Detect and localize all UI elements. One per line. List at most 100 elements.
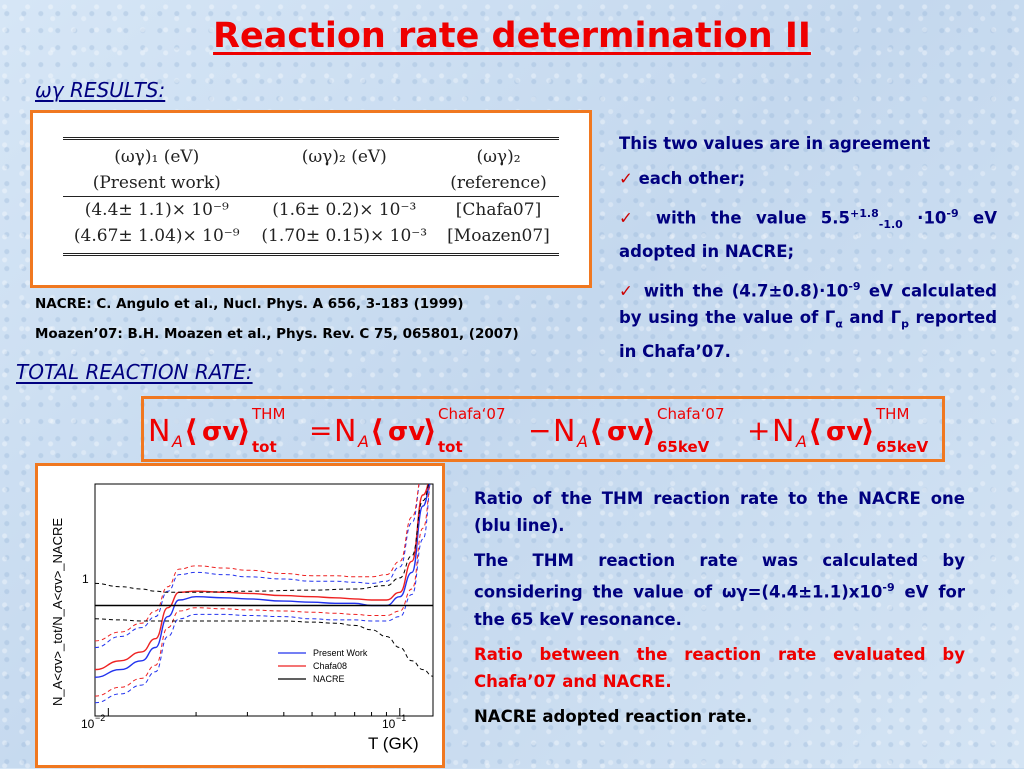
- wg-cell: (1.70± 0.15)× 10⁻³: [250, 223, 438, 256]
- wg-header-2: (ωγ)₂ (eV): [250, 137, 438, 170]
- formula-thm: THM: [251, 405, 285, 423]
- wg-subheader-2: [251, 170, 439, 197]
- series-line-chafa08: [95, 484, 429, 671]
- wg-header-3: (ωγ)₂: [438, 137, 559, 170]
- chart-xlabel: T (GK): [368, 734, 419, 753]
- series-line-chafa08-upper: [95, 484, 420, 642]
- formula-n: N: [553, 414, 575, 449]
- ratio-thm-text: Ratio of the THM reaction rate to the NA…: [474, 489, 965, 535]
- checkmark-icon: ✓: [619, 281, 636, 301]
- formula-bracket: ⟨: [808, 414, 822, 449]
- ratio-chafa-text: Ratio between the reaction rate evaluate…: [474, 644, 965, 691]
- formula-minus: −: [528, 414, 551, 447]
- formula-bracket: ⟩: [861, 414, 875, 449]
- formula-kev: 65keV: [657, 438, 710, 456]
- table-row: (4.67± 1.04)× 10⁻⁹ (1.70± 0.15)× 10⁻³ [M…: [63, 223, 559, 256]
- series-line-present-work: [95, 484, 430, 678]
- agreement-item-2-exp: -9: [946, 207, 959, 220]
- series-line-nacre-lower: [95, 618, 433, 677]
- wg-cell: (4.4± 1.1)× 10⁻⁹: [63, 196, 251, 223]
- formula-sv: σv: [607, 417, 644, 447]
- wg-table-frame: (ωγ)₁ (eV) (ωγ)₂ (eV) (ωγ)₂ (Present wor…: [30, 110, 592, 288]
- formula-kev: 65keV: [876, 438, 929, 456]
- x-tick-label-left: 10: [81, 717, 95, 731]
- formula-sv: σv: [826, 417, 863, 447]
- wg-cell: (4.67± 1.04)× 10⁻⁹: [63, 223, 251, 256]
- formula-chafa: Chafa‘07: [657, 405, 725, 423]
- wg-cell: [Moazen07]: [438, 223, 559, 256]
- formula-eq: =: [309, 414, 332, 447]
- formula-tot: tot: [252, 438, 277, 456]
- agreement-item-1-text: each other;: [638, 169, 746, 188]
- legend-label: NACRE: [313, 674, 345, 684]
- formula-a: A: [576, 432, 588, 451]
- formula-svg: N A ⟨ σv ⟩ THM tot = N A ⟨ σv ⟩ Chafa‘07…: [148, 405, 929, 456]
- chart-ylabel: N_A<σv>_tot/N_A<σv>_NACRE: [50, 518, 65, 706]
- formula-thm: THM: [875, 405, 909, 423]
- series-line-present-work-lower: [95, 484, 431, 704]
- formula-bracket: ⟩: [423, 414, 437, 449]
- reaction-rate-formula: N A ⟨ σv ⟩ THM tot = N A ⟨ σv ⟩ Chafa‘07…: [141, 396, 945, 462]
- formula-bracket: ⟨: [184, 414, 198, 449]
- x-tick-label-left-exp: −2: [95, 713, 105, 723]
- section-total-rate: TOTAL REACTION RATE:: [16, 360, 253, 384]
- plot-frame: [94, 483, 434, 717]
- agreement-item-2: ✓ with the value 5.5+1.8-1.0 ·10-9 eV ad…: [619, 200, 997, 265]
- formula-bracket: ⟩: [642, 414, 656, 449]
- thm-calc-text: The THM reaction rate was calculated by …: [474, 547, 965, 633]
- plot-layer: [94, 483, 434, 717]
- agreement-item-3-text: with the (4.7±0.8)·10: [643, 281, 849, 301]
- formula-tot: tot: [438, 438, 463, 456]
- formula-bracket: ⟩: [237, 414, 251, 449]
- wg-cell: [Chafa07]: [438, 196, 559, 223]
- formula-a: A: [795, 432, 807, 451]
- agreement-item-3-and: and Γ: [842, 308, 902, 328]
- reference-nacre: NACRE: C. Angulo et al., Nucl. Phys. A 6…: [35, 296, 464, 312]
- reference-moazen: Moazen’07: B.H. Moazen et al., Phys. Rev…: [35, 326, 519, 342]
- nacre-adopted-text: NACRE adopted reaction rate.: [474, 706, 753, 726]
- formula-sv: σv: [202, 417, 239, 447]
- legend-label: Chafa08: [313, 661, 347, 671]
- formula-chafa: Chafa‘07: [438, 405, 506, 423]
- series-group: [95, 484, 433, 704]
- series-line-chafa08-lower: [95, 484, 431, 697]
- thm-calc-main: The THM reaction rate was calculated by …: [474, 551, 965, 602]
- checkmark-icon: ✓: [619, 169, 633, 188]
- wg-table: (ωγ)₁ (eV) (ωγ)₂ (eV) (ωγ)₂ (Present wor…: [63, 137, 559, 256]
- agreement-item-3-sub2: p: [901, 317, 909, 331]
- ratio-chart-frame: N_A<σv>_tot/N_A<σv>_NACRE T (GK) 10 −2 1…: [35, 463, 445, 768]
- formula-plus: +: [747, 414, 770, 447]
- agreement-item-3-tail: reported in Chafa’07.: [619, 308, 998, 361]
- agreement-item-2-text: with the value 5.5: [655, 208, 851, 228]
- formula-n: N: [334, 414, 356, 449]
- agreement-item-2-sub: -1.0: [878, 217, 903, 231]
- formula-n: N: [148, 414, 170, 449]
- agreement-item-3-exp: -9: [848, 279, 861, 293]
- table-row: (4.4± 1.1)× 10⁻⁹ (1.6± 0.2)× 10⁻³ [Chafa…: [63, 196, 559, 223]
- checkmark-icon: ✓: [619, 208, 642, 228]
- thm-calc-exp: -9: [882, 581, 895, 594]
- chart-legend: Present Work Chafa08 NACRE: [278, 648, 368, 684]
- wg-header-1: (ωγ)₁ (eV): [63, 137, 251, 170]
- formula-a: A: [357, 432, 369, 451]
- series-line-nacre-upper: [95, 484, 429, 593]
- agreement-item-3-sub1: α: [835, 317, 843, 331]
- agreement-intro: This two values are in agreement: [619, 134, 931, 153]
- wg-cell: (1.6± 0.2)× 10⁻³: [250, 196, 438, 223]
- agreement-item-3-mid: eV calculated by using the value of Γ: [619, 281, 997, 328]
- agreement-text: This two values are in agreement ✓ each …: [619, 130, 997, 373]
- agreement-item-1: ✓ each other;: [619, 165, 997, 192]
- formula-a: A: [171, 432, 183, 451]
- x-tick-label-right-exp: −1: [396, 713, 406, 723]
- wg-subheader-3: (reference): [450, 173, 547, 193]
- formula-bracket: ⟨: [589, 414, 603, 449]
- thm-calc-tail: eV for the 65 keV resonance.: [474, 582, 965, 629]
- agreement-item-2-sup: +1.8: [850, 207, 879, 220]
- agreement-item-2-tail: eV adopted in NACRE;: [619, 208, 997, 261]
- y-tick-label-one: 1: [82, 572, 89, 586]
- chart-background: [38, 466, 442, 765]
- section-wg-results: ωγ RESULTS:: [35, 78, 166, 102]
- slide-title: Reaction rate determination II: [213, 16, 811, 56]
- formula-bracket: ⟨: [370, 414, 384, 449]
- formula-sv: σv: [388, 417, 425, 447]
